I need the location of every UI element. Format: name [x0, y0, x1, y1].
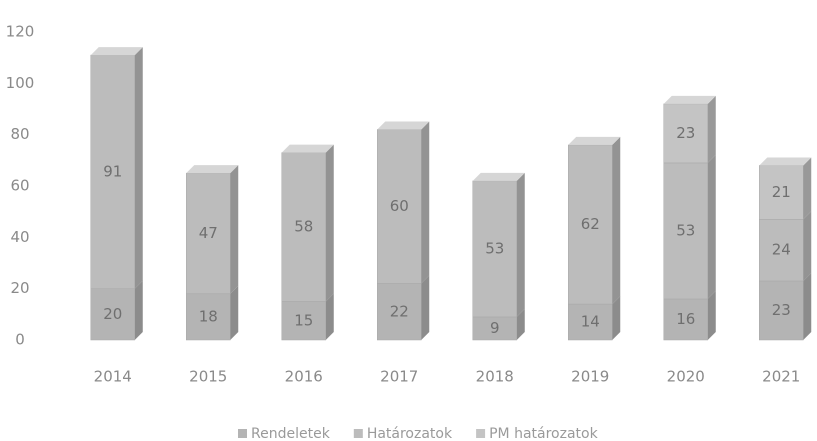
data-label: 24: [772, 241, 791, 259]
x-tick-label: 2019: [571, 368, 609, 386]
bar-segment: [377, 283, 422, 341]
bar-segment: [759, 165, 804, 220]
bar-side: [230, 285, 239, 340]
bar-side: [707, 95, 716, 163]
bar-side: [516, 172, 525, 317]
bar-segment: [759, 219, 804, 282]
legend-swatch: [476, 429, 486, 438]
x-tick-label: 2015: [189, 368, 227, 386]
x-tick-label: 2017: [380, 368, 418, 386]
bar-segment: [281, 301, 326, 341]
bar-segment: [663, 298, 708, 341]
y-tick-label: 100: [6, 74, 35, 92]
bar-segment: [281, 152, 326, 302]
bar-side: [612, 296, 621, 340]
legend-swatch: [353, 429, 363, 438]
bar-side: [803, 272, 812, 340]
data-label: 14: [581, 313, 600, 331]
x-tick-label: 2016: [285, 368, 323, 386]
data-label: 20: [103, 305, 122, 323]
bar-side: [612, 136, 621, 305]
bar-segment: [90, 54, 135, 289]
legend-label: Határozatok: [367, 426, 453, 441]
bar-segment: [663, 103, 708, 164]
y-tick-label: 120: [6, 23, 35, 41]
bar-segment: [568, 303, 613, 341]
bar-side: [516, 308, 525, 340]
bar-side: [325, 293, 334, 340]
bar-top: [90, 47, 143, 56]
bar-top: [281, 144, 334, 153]
bar-segment: [377, 129, 422, 284]
bar-top: [568, 136, 621, 145]
bar-side: [230, 165, 239, 294]
data-label: 53: [485, 239, 504, 257]
bar-segment: [568, 144, 613, 305]
data-label: 21: [772, 183, 791, 201]
x-tick-label: 2018: [476, 368, 514, 386]
data-label: 62: [581, 215, 600, 233]
bar-side: [707, 290, 716, 340]
bar-top: [186, 165, 239, 174]
data-label: 23: [676, 124, 695, 142]
data-label: 23: [772, 301, 791, 319]
data-label: 16: [676, 310, 695, 328]
legend-swatch: [238, 429, 247, 438]
y-tick-label: 20: [10, 279, 29, 297]
data-label: 53: [676, 221, 695, 239]
bar-top: [472, 172, 525, 181]
y-tick-label: 60: [10, 177, 29, 195]
data-label: 91: [103, 162, 122, 180]
bar-side: [707, 154, 716, 299]
y-tick-label: 40: [10, 228, 29, 246]
bar-top: [759, 157, 812, 166]
x-tick-label: 2014: [94, 368, 132, 386]
bar-side: [134, 47, 143, 289]
data-label: 60: [390, 197, 409, 215]
bar-side: [421, 275, 430, 340]
legend-label: Rendeletek: [251, 426, 331, 441]
bar-top: [377, 121, 430, 130]
data-label: 15: [294, 311, 313, 329]
bar-side: [325, 144, 334, 302]
data-label: 47: [199, 224, 218, 242]
bar-segment: [663, 162, 708, 300]
data-label: 22: [390, 302, 409, 320]
bar-segment: [186, 172, 231, 295]
bar-segment: [759, 280, 804, 341]
bar-side: [803, 157, 812, 220]
data-label: 9: [490, 319, 500, 337]
y-tick-label: 0: [15, 331, 25, 349]
bar-side: [803, 211, 812, 281]
data-label: 58: [294, 218, 313, 236]
bar-segment: [90, 288, 135, 341]
data-label: 18: [199, 307, 218, 325]
bar-side: [421, 121, 430, 284]
y-tick-label: 80: [10, 125, 29, 143]
x-tick-label: 2021: [762, 368, 800, 386]
x-tick-label: 2020: [667, 368, 705, 386]
bar-side: [134, 280, 143, 340]
bar-top: [663, 95, 716, 104]
bar-segment: [472, 180, 517, 318]
legend-label: PM határozatok: [489, 426, 598, 441]
